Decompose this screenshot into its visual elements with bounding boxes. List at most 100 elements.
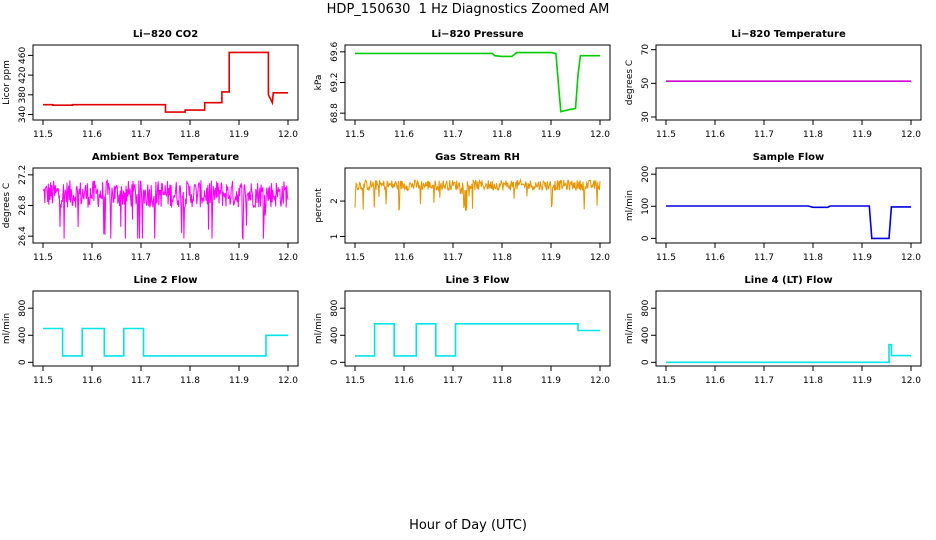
y-tick-label: 420 bbox=[18, 66, 28, 83]
plot-frame bbox=[655, 167, 922, 244]
x-tick-label: 11.5 bbox=[345, 130, 365, 140]
y-tick-label: 1 bbox=[330, 234, 340, 240]
y-tick-label: 68.8 bbox=[330, 103, 340, 123]
x-tick-label: 11.9 bbox=[852, 376, 872, 386]
x-tick-label: 11.8 bbox=[180, 130, 200, 140]
x-tick-label: 11.9 bbox=[229, 130, 249, 140]
x-tick-label: 11.7 bbox=[443, 253, 463, 263]
y-tick-label: 460 bbox=[18, 47, 28, 64]
x-tick-label: 11.7 bbox=[754, 253, 774, 263]
plot-frame bbox=[32, 290, 299, 367]
series-line bbox=[666, 205, 911, 240]
y-axis-label: ml/min bbox=[625, 313, 635, 344]
y-tick-label: 800 bbox=[641, 299, 651, 316]
y-tick-label: 400 bbox=[330, 326, 340, 343]
y-axis-label: degrees C bbox=[625, 60, 635, 105]
x-tick-label: 11.6 bbox=[394, 130, 414, 140]
x-tick-label: 11.8 bbox=[492, 376, 512, 386]
series-line bbox=[666, 343, 911, 364]
panel-title: Ambient Box Temperature bbox=[92, 152, 239, 163]
x-tick-label: 11.5 bbox=[33, 130, 53, 140]
x-tick-label: 12.0 bbox=[901, 376, 921, 386]
x-tick-label: 11.7 bbox=[754, 130, 774, 140]
y-axis-label: Licor ppm bbox=[2, 60, 12, 105]
y-tick-label: 400 bbox=[641, 326, 651, 343]
x-tick-label: 11.7 bbox=[131, 253, 151, 263]
panel-title: Li−820 Temperature bbox=[731, 29, 846, 40]
x-tick-label: 11.6 bbox=[394, 253, 414, 263]
x-tick-label: 11.5 bbox=[656, 376, 676, 386]
x-tick-label: 11.6 bbox=[394, 376, 414, 386]
panel-5: Gas Stream RH percent 11.5 11.6 11.7 11.8 11.9… bbox=[314, 152, 611, 263]
x-tick-label: 11.8 bbox=[492, 253, 512, 263]
y-axis-label: kPa bbox=[314, 75, 324, 91]
y-tick-label: 0 bbox=[18, 359, 28, 365]
x-tick-label: 11.6 bbox=[82, 130, 102, 140]
series-line bbox=[355, 323, 600, 357]
x-tick-label: 11.9 bbox=[852, 130, 872, 140]
series-line bbox=[43, 51, 288, 113]
y-tick-label: 400 bbox=[18, 326, 28, 343]
x-tick-label: 11.7 bbox=[131, 130, 151, 140]
x-tick-label: 11.9 bbox=[541, 130, 561, 140]
x-tick-label: 11.7 bbox=[443, 130, 463, 140]
series-line bbox=[43, 327, 288, 357]
x-tick-label: 11.9 bbox=[541, 376, 561, 386]
y-tick-label: 800 bbox=[18, 299, 28, 316]
x-tick-label: 11.8 bbox=[803, 376, 823, 386]
x-tick-label: 11.6 bbox=[705, 253, 725, 263]
panel-9: Line 4 (LT) Flow ml/min 11.5 11.6 11.7 11.8 11… bbox=[625, 275, 922, 386]
y-axis-label: ml/min bbox=[2, 313, 12, 344]
y-axis-label: degrees C bbox=[2, 183, 12, 228]
x-tick-label: 12.0 bbox=[901, 130, 921, 140]
plot-frame bbox=[655, 290, 922, 367]
x-tick-label: 11.8 bbox=[492, 130, 512, 140]
y-tick-label: 30 bbox=[641, 111, 651, 123]
figure-x-axis-label: Hour of Day (UTC) bbox=[409, 518, 527, 533]
x-tick-label: 11.8 bbox=[803, 130, 823, 140]
y-tick-label: 0 bbox=[641, 359, 651, 365]
x-tick-label: 12.0 bbox=[901, 253, 921, 263]
y-axis-label: percent bbox=[314, 188, 324, 223]
x-tick-label: 11.9 bbox=[229, 376, 249, 386]
x-tick-label: 11.5 bbox=[33, 376, 53, 386]
y-tick-label: 200 bbox=[641, 165, 651, 182]
panel-title: Li−820 Pressure bbox=[431, 29, 524, 40]
y-tick-label: 69.6 bbox=[330, 42, 340, 62]
y-tick-label: 50 bbox=[641, 77, 651, 89]
series-line bbox=[354, 177, 601, 211]
panel-6: Sample Flow ml/min 11.5 11.6 11.7 11.8 11.9 12.… bbox=[625, 152, 922, 263]
x-tick-label: 12.0 bbox=[278, 253, 298, 263]
x-tick-label: 11.5 bbox=[345, 253, 365, 263]
x-tick-label: 11.7 bbox=[131, 376, 151, 386]
panel-title: Li−820 CO2 bbox=[133, 29, 198, 40]
y-tick-label: 100 bbox=[641, 197, 651, 214]
x-tick-label: 11.5 bbox=[33, 253, 53, 263]
y-tick-label: 27.2 bbox=[18, 165, 28, 185]
panel-title: Gas Stream RH bbox=[435, 152, 520, 163]
y-tick-label: 380 bbox=[18, 86, 28, 103]
plot-frame bbox=[344, 290, 611, 367]
panel-title: Line 2 Flow bbox=[134, 275, 198, 286]
y-axis-label: ml/min bbox=[625, 190, 635, 221]
x-tick-label: 12.0 bbox=[590, 130, 610, 140]
x-tick-label: 11.7 bbox=[754, 376, 774, 386]
x-tick-label: 12.0 bbox=[590, 253, 610, 263]
x-tick-label: 12.0 bbox=[590, 376, 610, 386]
x-tick-label: 11.8 bbox=[180, 376, 200, 386]
series-line bbox=[42, 178, 289, 241]
panel-title: Sample Flow bbox=[753, 152, 825, 163]
y-tick-label: 26.8 bbox=[18, 195, 28, 215]
y-tick-label: 0 bbox=[330, 359, 340, 365]
x-tick-label: 11.8 bbox=[180, 253, 200, 263]
y-tick-label: 340 bbox=[18, 106, 28, 123]
panel-7: Line 2 Flow ml/min 11.5 11.6 11.7 11.8 11.9 12.… bbox=[2, 275, 299, 386]
x-tick-label: 11.5 bbox=[656, 253, 676, 263]
x-tick-label: 11.9 bbox=[229, 253, 249, 263]
x-tick-label: 11.5 bbox=[345, 376, 365, 386]
y-tick-label: 70 bbox=[641, 44, 651, 56]
x-tick-label: 11.6 bbox=[705, 130, 725, 140]
series-line bbox=[355, 51, 600, 113]
x-tick-label: 11.8 bbox=[803, 253, 823, 263]
